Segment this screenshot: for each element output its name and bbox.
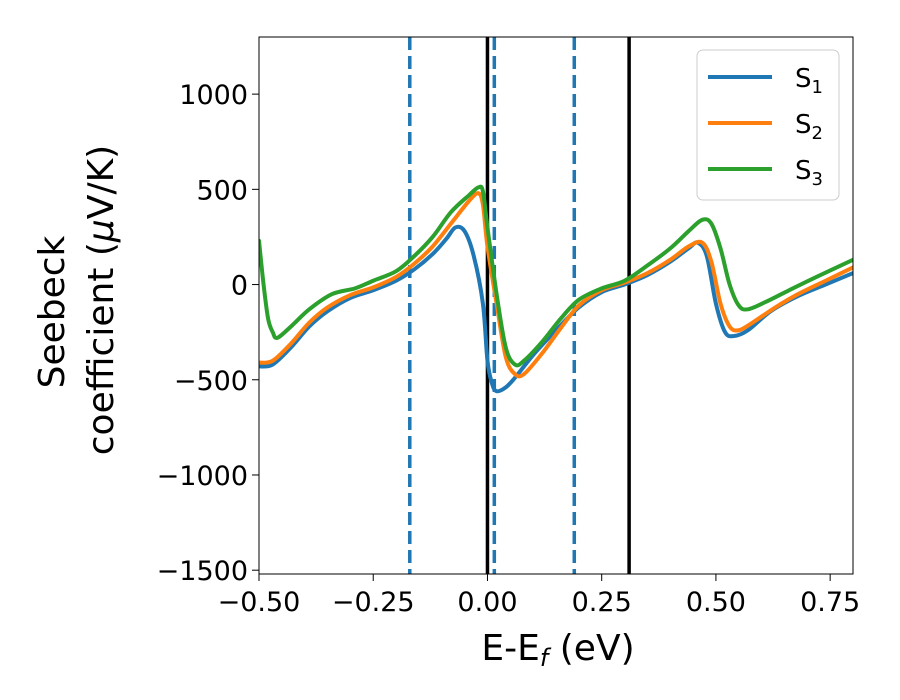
plot-frame [258, 36, 854, 575]
series-line-s2 [259, 191, 853, 379]
legend-label-s2: S2 [795, 110, 823, 144]
x-tick-label: −0.50 [218, 587, 301, 618]
y-tick-label: 500 [196, 175, 248, 206]
legend-label-s3: S3 [795, 156, 823, 190]
x-tick-label: 0.00 [457, 587, 517, 618]
y-tick-label: −500 [174, 366, 248, 397]
y-axis-label-line1: Seebeck [32, 235, 73, 388]
x-axis: −0.50 −0.25 0.00 0.25 0.50 0.75 [218, 574, 860, 618]
x-axis-label: E-Ef (eV) [481, 628, 634, 672]
y-tick-label: −1000 [157, 461, 248, 492]
x-tick-label: −0.25 [332, 587, 415, 618]
x-tick-label: 0.75 [800, 587, 860, 618]
y-axis-label: Seebeck coefficient (μV/K) [32, 145, 122, 455]
series-line-s1 [259, 224, 853, 394]
y-axis-label-line2: coefficient (μV/K) [81, 145, 122, 455]
series-lines [259, 184, 853, 394]
y-tick-label: 1000 [179, 80, 248, 111]
vertical-reference-lines [408, 37, 631, 574]
x-tick-label: 0.50 [686, 587, 746, 618]
y-tick-label: 0 [231, 271, 248, 302]
y-axis: 1000 500 0 −500 −1000 −1500 [157, 80, 259, 587]
legend: S1 S2 S3 [696, 49, 840, 201]
series-line-s3 [259, 184, 853, 368]
x-tick-label: 0.25 [572, 587, 632, 618]
y-tick-label: −1500 [157, 556, 248, 587]
legend-label-s1: S1 [795, 64, 823, 98]
